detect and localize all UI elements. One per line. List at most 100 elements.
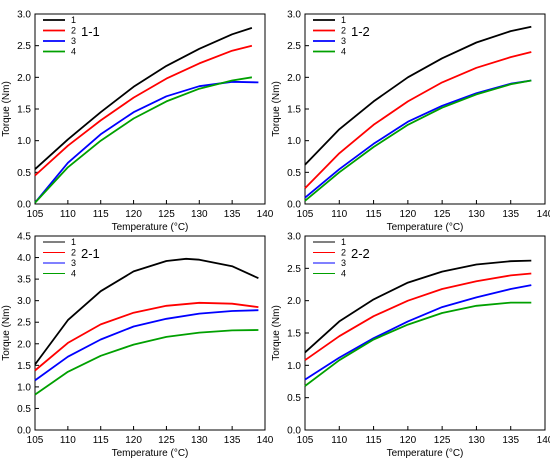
- x-axis-label: Temperature (°C): [112, 222, 189, 233]
- x-tick-label: 140: [537, 435, 550, 446]
- y-tick-label: 2.0: [17, 339, 31, 350]
- y-tick-label: 2.0: [287, 296, 301, 307]
- x-tick-label: 140: [257, 435, 274, 446]
- x-tick-label: 120: [400, 435, 417, 446]
- y-tick-label: 0.5: [17, 404, 31, 415]
- y-tick-label: 0.0: [17, 200, 31, 211]
- y-tick-label: 1.0: [287, 361, 301, 372]
- y-tick-label: 0.0: [17, 426, 31, 437]
- chart-panel-1-1: 105 110 115 120 125 130 135 140 0.0 0.5 1.0 1.5 2.0 2…: [1, 10, 274, 234]
- chart-panel-2-2: 105 110 115 120 125 130 135 140 0.0 0.5 1.0 1.5 2.0 2…: [271, 232, 550, 460]
- y-tick-label: 3.0: [287, 10, 301, 21]
- series-line-4: [34, 329, 259, 396]
- x-tick-label: 125: [158, 209, 175, 220]
- y-tick-label: 0.5: [287, 393, 301, 404]
- x-tick-label: 110: [60, 435, 76, 446]
- panel-title: 1-2: [351, 24, 370, 39]
- series-line-4: [304, 301, 532, 387]
- y-tick-label: 1.5: [17, 105, 31, 116]
- series-line-1: [34, 257, 259, 366]
- series-line-2: [304, 272, 532, 361]
- x-tick-label: 135: [224, 435, 241, 446]
- x-tick-label: 105: [297, 209, 314, 220]
- legend-label: 4: [341, 269, 346, 279]
- y-tick-label: 1.0: [287, 136, 301, 147]
- x-tick-label: 125: [158, 435, 175, 446]
- y-tick-label: 0.5: [17, 168, 31, 179]
- series-line-2: [304, 51, 532, 189]
- legend-label: 1: [71, 237, 76, 247]
- legend-label: 3: [71, 36, 76, 46]
- x-tick-label: 115: [93, 435, 109, 446]
- x-tick-label: 125: [434, 209, 451, 220]
- legend-label: 1: [71, 15, 76, 25]
- y-tick-label: 4.5: [17, 232, 31, 243]
- y-tick-label: 3.0: [17, 10, 31, 21]
- x-tick-label: 110: [60, 209, 76, 220]
- chart-panel-1-2: 105 110 115 120 125 130 135 140 0.0 0.5 1.0 1.5 2.0 2…: [271, 10, 550, 234]
- panel-title: 1-1: [81, 24, 100, 39]
- chart-panel-2-1: 105 110 115 120 125 130 135 140 0.0 0.5 1.0 1.5 2.0 2…: [1, 232, 274, 460]
- legend-label: 1: [341, 15, 346, 25]
- y-tick-label: 3.5: [17, 275, 31, 286]
- y-tick-label: 1.5: [287, 329, 301, 340]
- series-line-1: [304, 259, 532, 354]
- series-line-2: [34, 44, 253, 177]
- y-tick-label: 1.5: [17, 361, 31, 372]
- x-tick-label: 125: [434, 435, 451, 446]
- legend-label: 4: [71, 47, 76, 57]
- legend-label: 2: [341, 248, 346, 258]
- series-line-4: [304, 79, 532, 202]
- y-tick-label: 2.5: [17, 318, 31, 329]
- legend-label: 3: [341, 258, 346, 268]
- legend-label: 4: [71, 269, 76, 279]
- panel-title: 2-2: [351, 246, 370, 261]
- plot-frame: [34, 235, 266, 431]
- y-tick-label: 2.0: [17, 73, 31, 84]
- y-axis-label: Torque (Nm): [1, 305, 12, 361]
- x-tick-label: 115: [366, 209, 382, 220]
- x-tick-label: 115: [366, 435, 382, 446]
- x-tick-label: 120: [125, 209, 142, 220]
- series-line-2: [34, 301, 259, 372]
- x-tick-label: 110: [331, 435, 347, 446]
- series-line-1: [34, 27, 253, 170]
- x-tick-label: 110: [331, 209, 347, 220]
- legend-label: 2: [71, 26, 76, 36]
- x-tick-label: 115: [93, 209, 109, 220]
- x-tick-label: 130: [468, 209, 485, 220]
- x-tick-label: 130: [468, 435, 485, 446]
- legend-label: 2: [71, 248, 76, 258]
- legend-label: 3: [71, 258, 76, 268]
- x-axis-label: Temperature (°C): [112, 448, 189, 459]
- series-line-3: [34, 80, 259, 204]
- y-tick-label: 1.0: [17, 136, 31, 147]
- x-axis-label: Temperature (°C): [387, 222, 464, 233]
- series-line-4: [34, 76, 253, 204]
- x-tick-label: 135: [502, 435, 519, 446]
- y-tick-label: 3.0: [17, 296, 31, 307]
- legend-label: 2: [341, 26, 346, 36]
- series-line-3: [34, 309, 259, 382]
- y-tick-label: 1.5: [287, 105, 301, 116]
- x-tick-label: 140: [257, 209, 274, 220]
- x-tick-label: 135: [502, 209, 519, 220]
- x-tick-label: 105: [27, 209, 44, 220]
- legend-label: 3: [341, 36, 346, 46]
- x-tick-label: 140: [537, 209, 550, 220]
- y-tick-label: 2.0: [287, 73, 301, 84]
- x-tick-label: 130: [191, 209, 208, 220]
- legend-label: 1: [341, 237, 346, 247]
- x-axis-label: Temperature (°C): [387, 448, 464, 459]
- y-tick-label: 2.5: [287, 41, 301, 52]
- x-tick-label: 130: [191, 435, 208, 446]
- y-tick-label: 0.0: [287, 426, 301, 437]
- series-line-3: [304, 284, 532, 381]
- legend-label: 4: [341, 47, 346, 57]
- y-tick-label: 2.5: [287, 264, 301, 275]
- y-tick-label: 2.5: [17, 41, 31, 52]
- y-tick-label: 0.5: [287, 168, 301, 179]
- y-tick-label: 3.0: [287, 232, 301, 243]
- x-tick-label: 105: [27, 435, 44, 446]
- y-axis-label: Torque (Nm): [271, 81, 282, 137]
